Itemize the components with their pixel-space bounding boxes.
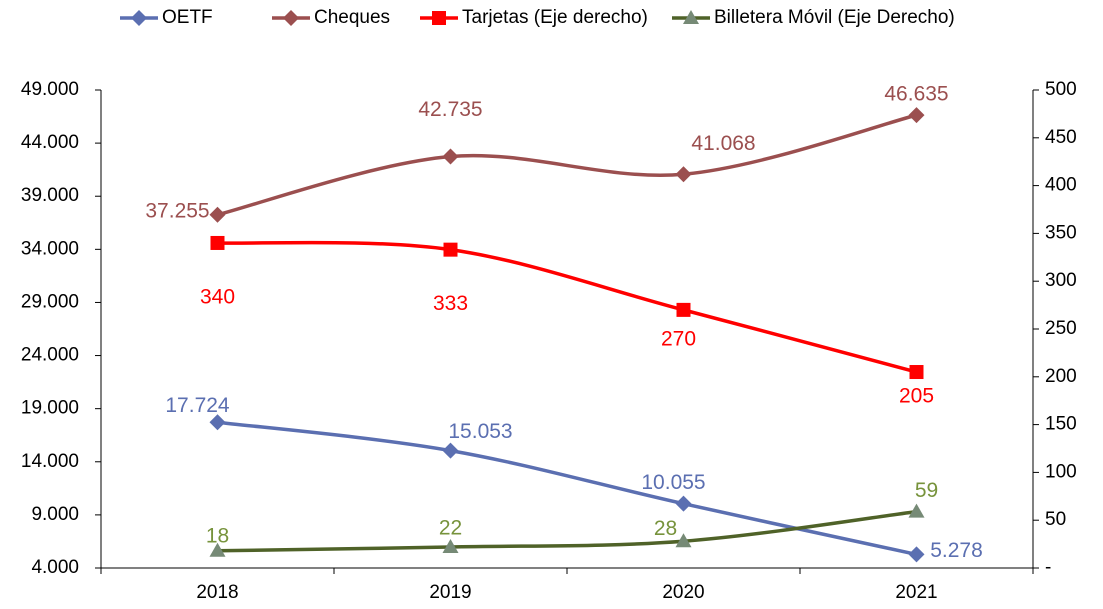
marker (443, 242, 458, 257)
data-label: 17.724 (165, 394, 230, 417)
data-label: 15.053 (448, 420, 512, 443)
y2-tick-label: 100 (1045, 461, 1077, 482)
x-tick-label: 2021 (895, 582, 937, 603)
data-label: 10.055 (641, 471, 705, 494)
marker (908, 107, 925, 124)
x-tick-label: 2019 (429, 582, 471, 603)
y2-tick-label: 350 (1045, 222, 1077, 243)
y2-tick-label: 500 (1045, 79, 1077, 100)
legend-label: Tarjetas (Eje derecho) (462, 7, 648, 28)
marker (210, 235, 225, 250)
marker (209, 414, 226, 431)
series-line (217, 240, 917, 374)
y2-tick-label: 200 (1045, 366, 1077, 387)
marker (675, 533, 692, 548)
data-label: 42.735 (418, 98, 482, 121)
data-label: 5.278 (930, 539, 983, 562)
legend-marker (683, 10, 699, 24)
marker (209, 542, 226, 557)
data-label: 22 (439, 517, 462, 540)
y-tick-label: 29.000 (21, 291, 79, 312)
legend-label: Cheques (314, 7, 390, 28)
y-tick-label: 14.000 (21, 451, 79, 472)
data-label: 205 (899, 385, 934, 408)
series-line (217, 509, 917, 553)
y-tick-label: 49.000 (21, 79, 79, 100)
legend-marker (283, 10, 299, 26)
marker (908, 503, 925, 518)
x-tick-label: 2018 (196, 582, 238, 603)
marker (442, 148, 459, 165)
legend-label: OETF (162, 7, 213, 28)
marker (675, 495, 692, 512)
y-tick-label: 24.000 (21, 345, 79, 366)
y2-tick-label: - (1045, 557, 1051, 578)
y-tick-label: 4.000 (31, 557, 79, 578)
series-line (217, 420, 917, 557)
x-tick-label: 2020 (662, 582, 704, 603)
y-tick-label: 44.000 (21, 132, 79, 153)
marker (442, 538, 459, 553)
data-label: 41.068 (691, 132, 755, 155)
y-tick-label: 9.000 (31, 504, 79, 525)
legend-marker (131, 10, 147, 26)
marker (676, 302, 691, 317)
y2-tick-label: 450 (1045, 127, 1077, 148)
y2-tick-label: 150 (1045, 414, 1077, 435)
y2-tick-label: 400 (1045, 175, 1077, 196)
legend-marker (432, 11, 446, 25)
marker (442, 442, 459, 459)
data-label: 28 (654, 517, 677, 540)
data-label: 59 (915, 479, 938, 502)
marker (675, 166, 692, 183)
marker (908, 546, 925, 563)
data-label: 37.255 (145, 199, 209, 222)
data-label: 340 (200, 286, 235, 309)
data-label: 270 (661, 327, 696, 350)
y2-tick-label: 300 (1045, 270, 1077, 291)
data-label: 18 (206, 524, 229, 547)
marker (209, 206, 226, 223)
y2-tick-label: 250 (1045, 318, 1077, 339)
series-line (217, 113, 917, 217)
y-tick-label: 19.000 (21, 398, 79, 419)
y-tick-label: 39.000 (21, 185, 79, 206)
legend-label: Billetera Móvil (Eje Derecho) (714, 7, 955, 28)
y-tick-label: 34.000 (21, 238, 79, 259)
data-label: 46.635 (884, 83, 948, 106)
marker (909, 365, 924, 380)
data-label: 333 (433, 292, 468, 315)
y2-tick-label: 50 (1045, 509, 1066, 530)
